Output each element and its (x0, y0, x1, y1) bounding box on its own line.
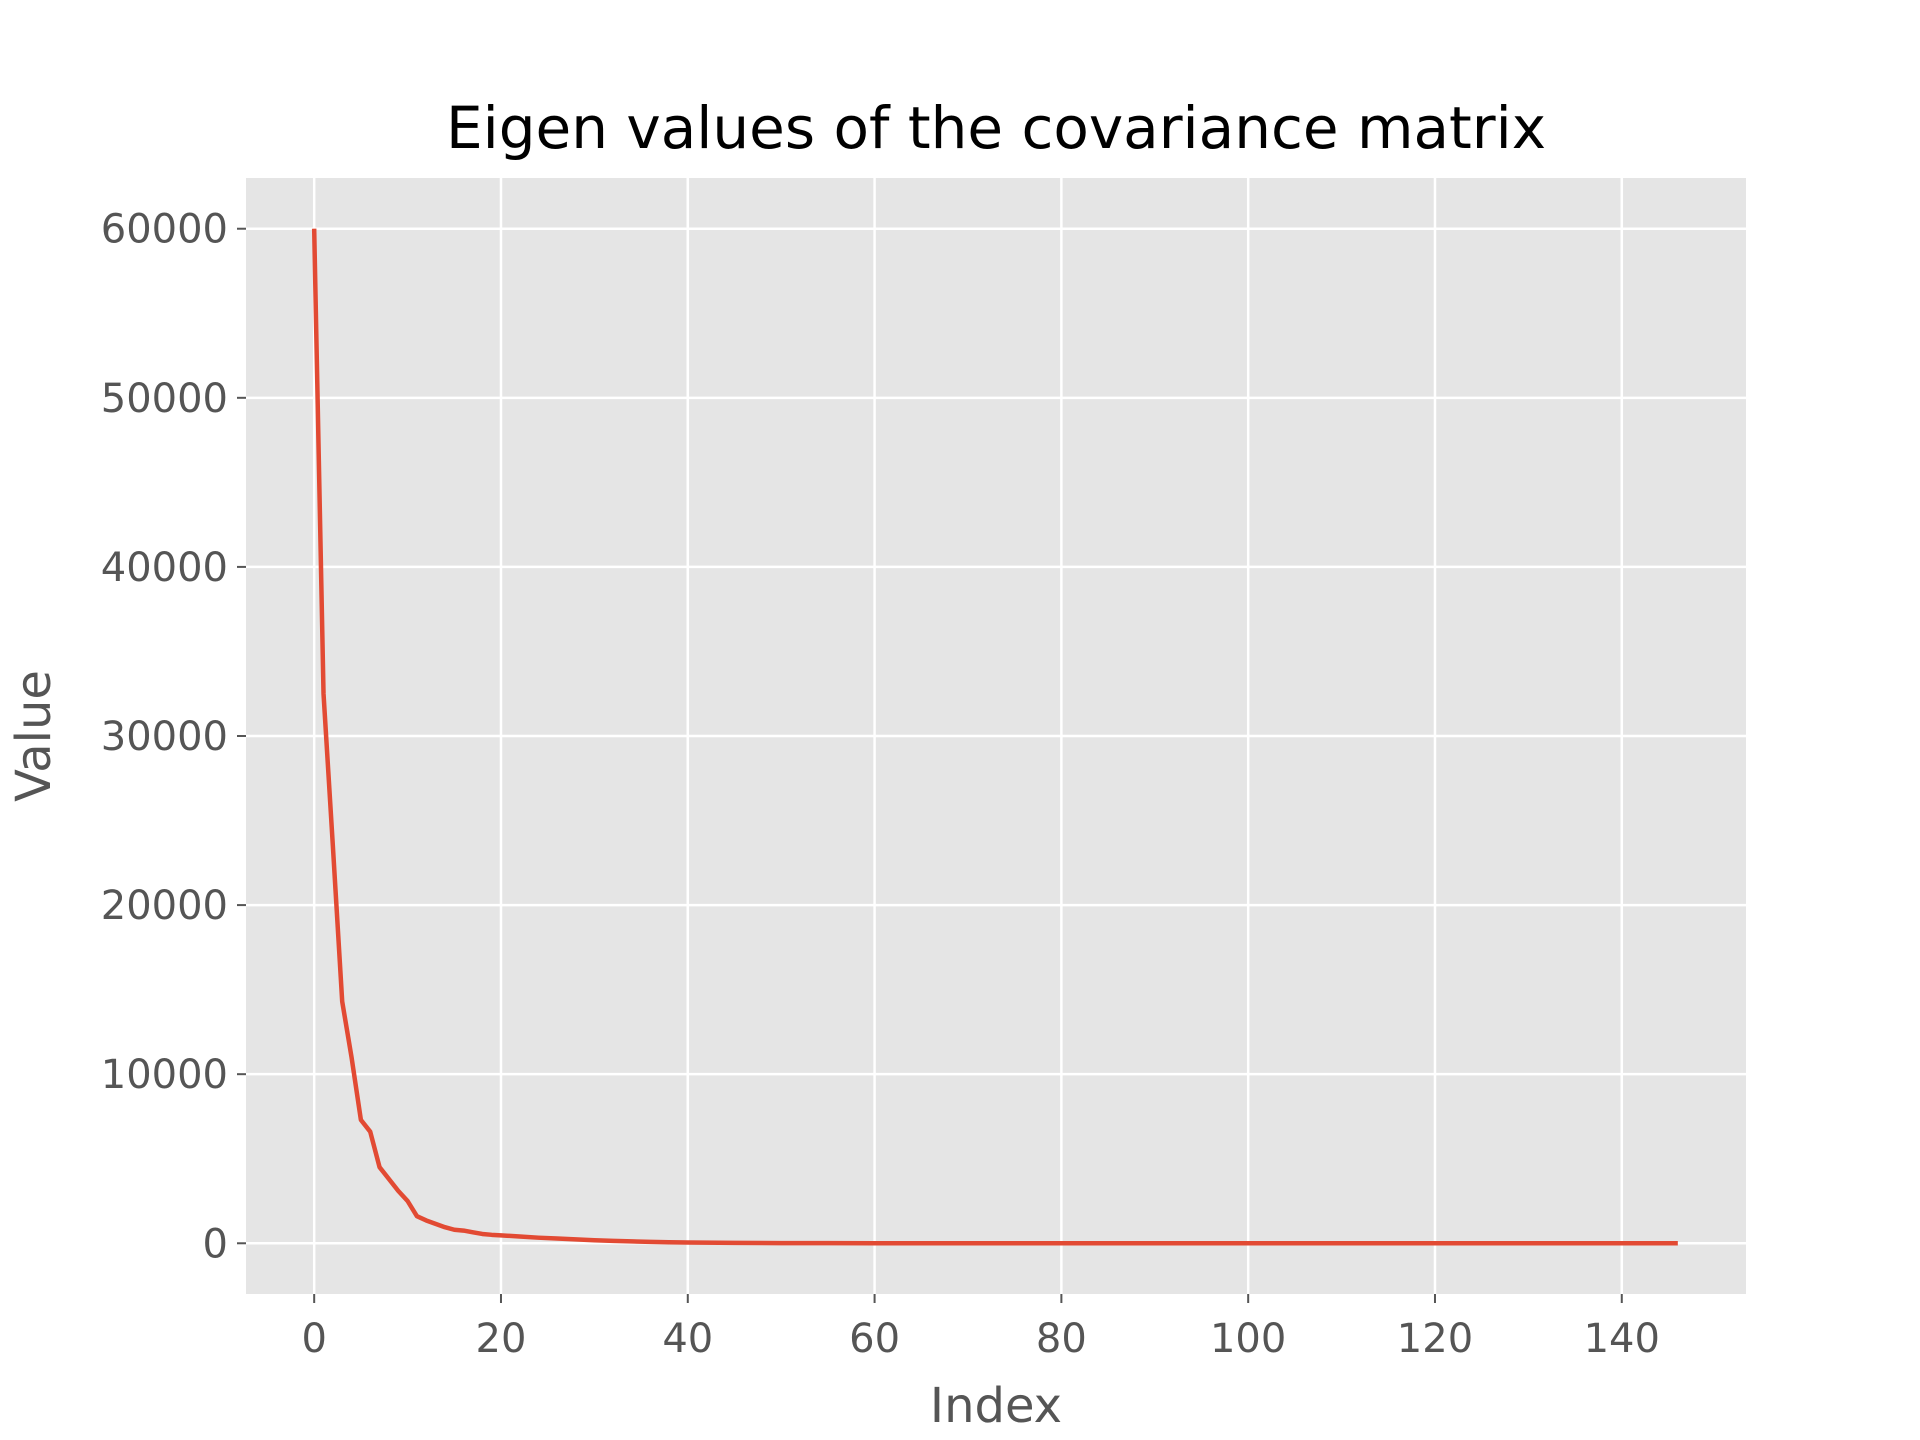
x-tick-label: 20 (476, 1316, 527, 1362)
y-tick-label: 10000 (101, 1052, 228, 1098)
series-line (311, 228, 1678, 1246)
x-tick-label: 80 (1036, 1316, 1087, 1362)
y-tick-label: 30000 (101, 714, 228, 760)
y-tick-label: 60000 (101, 207, 228, 253)
x-tick-label: 120 (1397, 1316, 1473, 1362)
x-tick-label: 140 (1584, 1316, 1660, 1362)
x-tick-label: 60 (849, 1316, 900, 1362)
x-tick-label: 40 (662, 1316, 713, 1362)
y-tick-label: 20000 (101, 883, 228, 929)
x-tick-label: 0 (301, 1316, 326, 1362)
x-axis-ticks: 0 20 40 60 80 100 120 140 (301, 1294, 1660, 1362)
x-tick-label: 100 (1210, 1316, 1286, 1362)
y-axis-ticks: 0 10000 20000 30000 40000 50000 60000 (101, 207, 246, 1267)
series-layer (311, 228, 1678, 1246)
y-tick-label: 50000 (101, 376, 228, 422)
chart-title: Eigen values of the covariance matrix (446, 94, 1546, 162)
x-axis-label: Index (930, 1378, 1062, 1434)
y-tick-label: 0 (203, 1221, 228, 1267)
grid-lines (246, 178, 1746, 1294)
y-tick-label: 40000 (101, 545, 228, 591)
y-axis-label: Value (6, 670, 62, 802)
